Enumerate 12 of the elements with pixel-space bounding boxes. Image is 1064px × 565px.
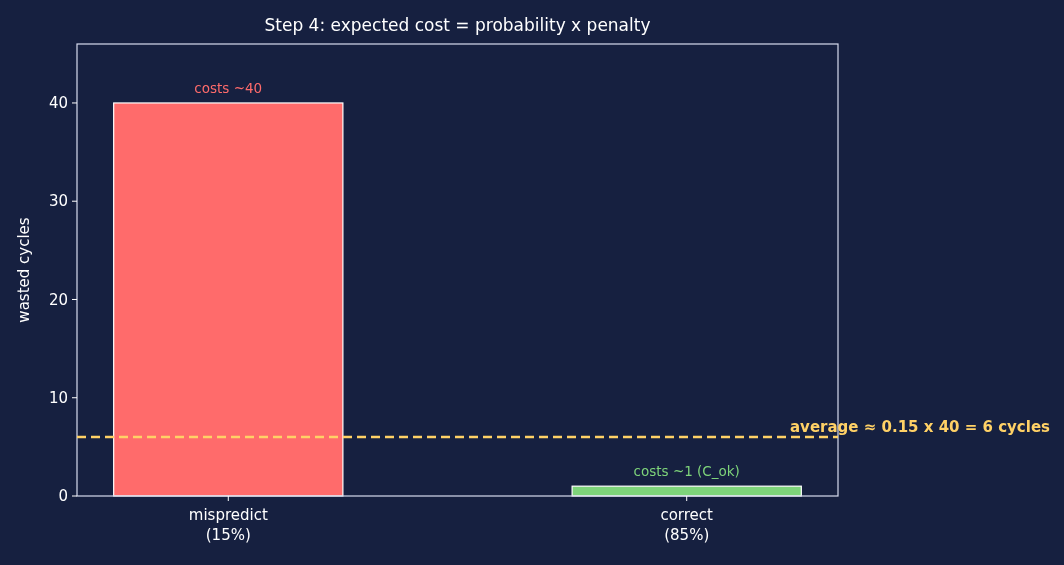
y-tick-label: 10 — [48, 388, 68, 407]
chart-title: Step 4: expected cost = probability x penalty — [264, 15, 651, 35]
x-tick-label: correct (85%) — [660, 506, 714, 544]
annotation: costs ~40 — [194, 79, 263, 96]
ref-line-label: average ≈ 0.15 x 40 = 6 cycles — [790, 418, 1051, 437]
y-tick-label: 30 — [48, 192, 68, 211]
y-axis-title: wasted cycles — [15, 217, 33, 323]
y-tick-label: 0 — [58, 487, 68, 506]
y-tick-label: 40 — [48, 94, 68, 113]
x-tick-label: mispredict (15%) — [188, 506, 268, 544]
annotation: costs ~1 (C_ok) — [633, 463, 740, 480]
y-tick-label: 20 — [48, 290, 68, 309]
